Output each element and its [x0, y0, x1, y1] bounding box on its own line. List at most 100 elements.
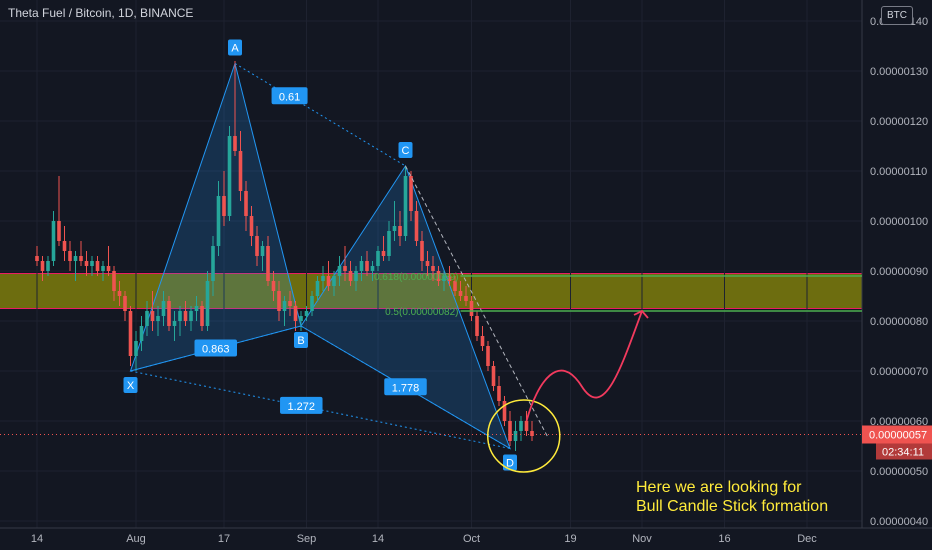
- candle-body: [387, 231, 391, 256]
- y-tick-label: 0.00000070: [870, 366, 928, 378]
- candle-body: [519, 421, 523, 431]
- candle-body: [200, 306, 204, 326]
- candle-body: [145, 311, 149, 326]
- candle-body: [359, 261, 364, 271]
- candle-body: [156, 316, 160, 321]
- candle-body: [51, 221, 56, 261]
- candle-body: [123, 296, 127, 311]
- point-label-box: [294, 332, 308, 348]
- candle-body: [469, 301, 474, 316]
- candle-body: [139, 326, 144, 341]
- candle-body: [244, 191, 248, 216]
- currency-badge[interactable]: BTC: [881, 6, 913, 25]
- candle-body: [282, 301, 287, 311]
- y-tick-label: 0.00000090: [870, 266, 928, 278]
- point-label: A: [231, 43, 239, 55]
- ratio-label-box: [271, 87, 308, 105]
- candle-body: [491, 366, 496, 386]
- ratio-line-xb: [130, 325, 302, 372]
- candle-body: [150, 311, 155, 321]
- candle-body: [370, 266, 375, 271]
- x-tick-label: Nov: [632, 533, 652, 545]
- candle-body: [255, 236, 259, 256]
- candle-body: [420, 241, 424, 261]
- candle-body: [167, 301, 171, 326]
- candle-body: [431, 266, 435, 271]
- x-tick-label: 17: [218, 533, 230, 545]
- candle-body: [79, 256, 83, 261]
- y-tick-label: 0.00000100: [870, 216, 928, 228]
- candle-body: [293, 306, 298, 321]
- candle-body: [458, 291, 463, 296]
- ratio-label: 1.778: [392, 382, 420, 394]
- candle-body: [414, 211, 419, 241]
- candle-body: [46, 261, 50, 271]
- x-tick-label: Dec: [797, 533, 817, 545]
- symbol-title: Theta Fuel / Bitcoin, 1D, BINANCE: [8, 6, 194, 20]
- ratio-label-box: [280, 396, 323, 414]
- candle-body: [227, 136, 232, 216]
- candle-body: [354, 271, 358, 281]
- x-tick-label: 14: [372, 533, 384, 545]
- ratio-label-box: [194, 339, 237, 357]
- candle-body: [442, 276, 446, 281]
- candle-body: [216, 196, 221, 246]
- annotation-line-1: Here we are looking for: [636, 479, 802, 496]
- fib-label: 0.5(0.00000082): [385, 307, 458, 318]
- candle-body: [128, 311, 133, 356]
- point-label: D: [506, 458, 514, 470]
- candle-body: [502, 401, 507, 421]
- candle-body: [172, 321, 177, 326]
- candle-body: [90, 261, 94, 266]
- candle-body: [398, 226, 402, 236]
- candle-body: [84, 261, 89, 266]
- candle-body: [392, 226, 397, 231]
- point-label-box: [398, 142, 413, 158]
- annotation-line-2: Bull Candle Stick formation: [636, 498, 828, 515]
- candle-body: [249, 216, 254, 236]
- x-tick-label: Sep: [297, 533, 317, 545]
- y-tick-label: 0.00000130: [870, 66, 928, 78]
- candle-body: [277, 291, 281, 311]
- candle-body: [101, 266, 105, 271]
- x-tick-label: Aug: [126, 533, 146, 545]
- countdown-value: 02:34:11: [882, 447, 924, 459]
- y-tick-label: 0.00000110: [870, 166, 927, 178]
- last-price-value: 0.00000057: [869, 430, 927, 442]
- candle-body: [337, 266, 342, 276]
- ratio-line-ac: [234, 63, 406, 167]
- candle-body: [348, 271, 353, 281]
- ratio-label: 0.863: [202, 344, 230, 356]
- candle-body: [40, 261, 45, 271]
- grid-layer: [0, 0, 862, 528]
- candle-body: [436, 271, 441, 281]
- candle-body: [73, 256, 78, 261]
- candle-body: [238, 151, 243, 191]
- candle-body: [513, 431, 518, 441]
- candle-body: [161, 301, 166, 316]
- candle-body: [381, 251, 386, 256]
- ratio-label-box: [384, 378, 427, 396]
- candle-body: [299, 316, 303, 321]
- y-tick-label: 0.00000120: [870, 116, 928, 128]
- candle-body: [304, 311, 309, 316]
- candle-body: [68, 251, 72, 261]
- y-tick-label: 0.00000060: [870, 416, 928, 428]
- candle-body: [194, 306, 199, 311]
- candle-body: [183, 311, 188, 321]
- trend-line: [405, 165, 549, 439]
- last-price-tag: [862, 425, 932, 444]
- candle-body: [222, 196, 226, 216]
- ratio-label: 1.272: [288, 401, 316, 413]
- candle-body: [497, 386, 501, 401]
- candle-body: [271, 281, 276, 291]
- point-label-box: [503, 454, 517, 471]
- candle-body: [117, 291, 122, 296]
- candle-body: [260, 246, 265, 256]
- annotation-layer: 0.618(0.00000089) 0.5(0.00000082) Here we …: [374, 272, 862, 515]
- candle-body: [288, 301, 292, 306]
- point-label-box: [228, 39, 242, 56]
- resistance-zone: [0, 273, 862, 309]
